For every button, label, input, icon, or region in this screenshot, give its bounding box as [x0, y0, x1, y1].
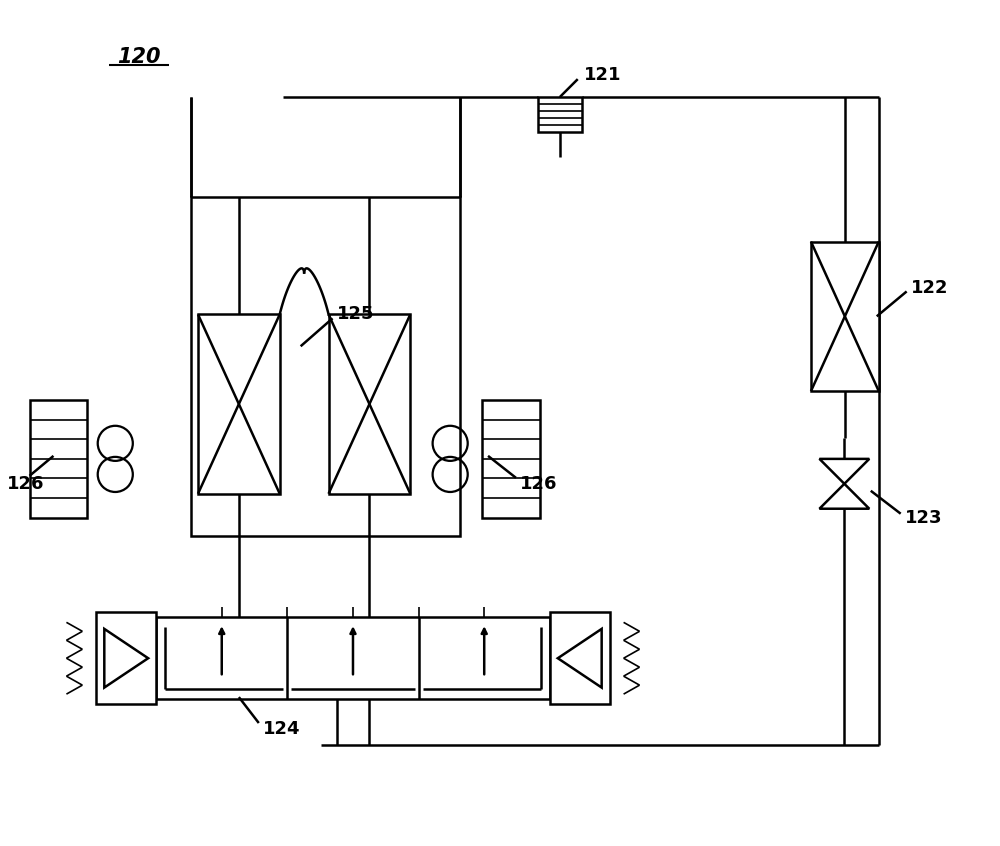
Bar [329, 315, 410, 494]
Bar [538, 97, 582, 132]
Polygon shape [104, 629, 148, 688]
Text: 121: 121 [584, 66, 621, 84]
Polygon shape [819, 459, 869, 484]
Polygon shape [558, 629, 602, 688]
Text: 122: 122 [911, 279, 948, 298]
Bar [811, 242, 879, 391]
Bar [550, 613, 610, 704]
Text: 123: 123 [905, 508, 942, 527]
Text: 126: 126 [520, 475, 557, 493]
Bar [198, 315, 280, 494]
Text: 126: 126 [7, 475, 44, 493]
Text: 125: 125 [337, 305, 374, 323]
Text: 120: 120 [117, 47, 161, 67]
Bar [96, 613, 156, 704]
Bar [482, 400, 540, 518]
Polygon shape [819, 484, 869, 508]
Bar [156, 618, 550, 699]
Bar [191, 197, 460, 536]
Text: 124: 124 [263, 720, 300, 738]
Bar [30, 400, 87, 518]
